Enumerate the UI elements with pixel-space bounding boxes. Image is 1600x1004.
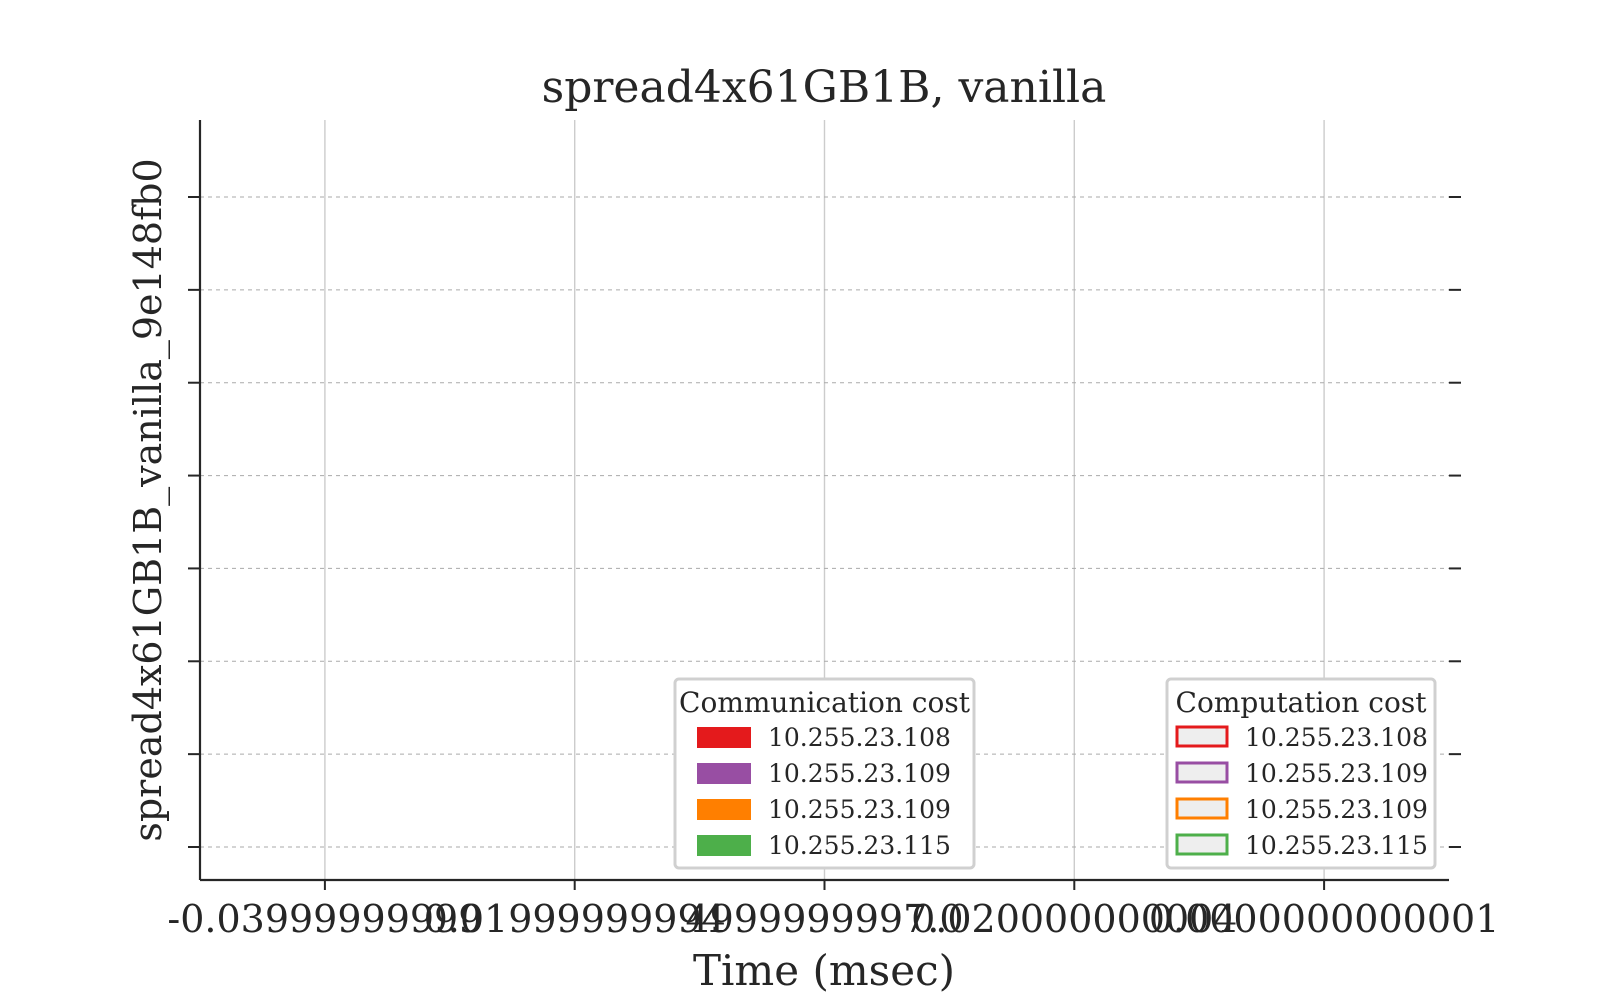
legend-entry-label: 10.255.23.109 xyxy=(1245,795,1428,824)
legend-entry-label: 10.255.23.115 xyxy=(768,831,951,860)
legend-entry-label: 10.255.23.109 xyxy=(768,795,951,824)
legend-frame xyxy=(1165,677,1437,870)
x-tick-label: -0.03999999999 xyxy=(167,897,482,941)
legend-entry-label: 10.255.23.108 xyxy=(1245,723,1428,752)
x-axis-label: Time (msec) xyxy=(693,946,955,995)
x-tick-label: 0.020000000004 xyxy=(911,897,1237,941)
legend-swatch xyxy=(1175,797,1229,820)
legend-entry-label: 10.255.23.115 xyxy=(1245,831,1428,860)
ticks-layer: -0.039999999990.019999999944999999997.00… xyxy=(167,196,1500,941)
legend-computation-cost: Computation cost 10.255.23.108 10.255.23.1… xyxy=(1165,677,1437,870)
x-tick-label: 0.0000000000001 xyxy=(1149,897,1500,941)
legend-entry-label: 10.255.23.109 xyxy=(1245,759,1428,788)
legend-swatch xyxy=(1175,761,1229,784)
legend-layer: Communication cost 10.255.23.108 10.255.23… xyxy=(673,677,1437,870)
legend-entry-label: 10.255.23.109 xyxy=(768,759,951,788)
x-tick-label: 4999999997.0 xyxy=(685,897,963,941)
legend-swatch xyxy=(697,799,751,820)
legend-swatch xyxy=(697,835,751,856)
legend-swatch xyxy=(1175,725,1229,748)
legend-entry-label: 10.255.23.108 xyxy=(768,723,951,752)
legend-communication-cost: Communication cost 10.255.23.108 10.255.23… xyxy=(673,677,976,870)
legend-title: Communication cost xyxy=(679,686,971,719)
y-axis-label: spread4x61GB1B_vanilla_9e148fb0 xyxy=(126,158,171,841)
x-tick-label: 0.01999999994 xyxy=(424,897,726,941)
legend-frame xyxy=(673,677,976,870)
chart-title: spread4x61GB1B, vanilla xyxy=(542,62,1107,113)
legend-swatch xyxy=(1175,833,1229,856)
legend-title: Computation cost xyxy=(1176,686,1428,719)
legend-swatch xyxy=(697,763,751,784)
legend-swatch xyxy=(697,727,751,748)
